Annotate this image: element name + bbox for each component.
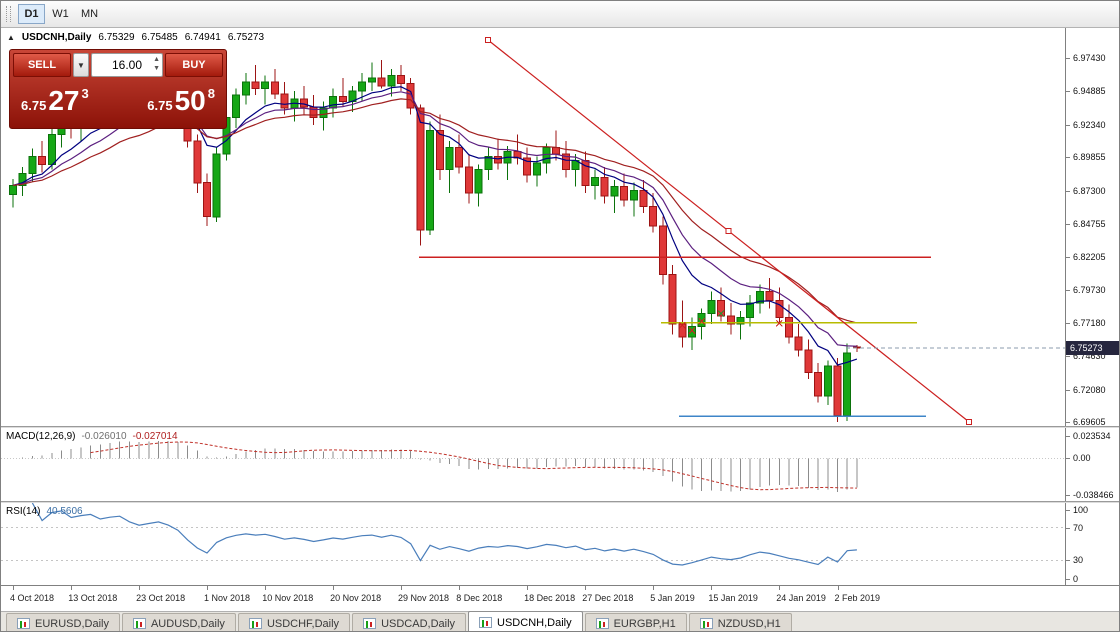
- scale-label: 0.00: [1073, 453, 1091, 464]
- timeframe-w1-button[interactable]: W1: [47, 4, 74, 24]
- trade-marker: [775, 319, 783, 327]
- date-label: 18 Dec 2018: [524, 593, 576, 603]
- current-price-badge: 6.75273: [1066, 340, 1119, 355]
- chart-tab-icon: [595, 618, 609, 629]
- macd-signal-value: -0.027014: [132, 431, 178, 442]
- lot-spinner[interactable]: ▲ ▼: [153, 55, 160, 73]
- date-label: 24 Jan 2019: [776, 593, 826, 603]
- price-scale[interactable]: 6.97430 6.94885 6.92340 6.89855 6.87300 6.847…: [1065, 28, 1119, 585]
- date-label: 13 Oct 2018: [68, 593, 118, 603]
- chart-tab-icon: [363, 618, 377, 629]
- timeframe-d1-button[interactable]: D1: [18, 4, 45, 24]
- scale-label: -0.038466: [1073, 489, 1114, 500]
- one-click-trade-panel: SELL ▼ 16.00 ▲ ▼ BUY 6.75 27 3 6.75 50 8: [9, 49, 227, 129]
- toolbar-grip[interactable]: [6, 6, 11, 22]
- date-axis[interactable]: 4 Oct 2018 13 Oct 2018 23 Oct 2018 1 Nov 20…: [1, 585, 1119, 611]
- tab-usdcnh-daily[interactable]: USDCNH,Daily: [468, 611, 583, 631]
- chart-tab-icon: [479, 617, 493, 628]
- trendline-handle[interactable]: [485, 37, 491, 44]
- buy-button[interactable]: BUY: [165, 53, 223, 77]
- scale-label: 0: [1073, 574, 1079, 584]
- tab-eurusd-daily[interactable]: EURUSD,Daily: [6, 613, 120, 631]
- rsi-line: [31, 502, 857, 566]
- tab-usdcad-daily[interactable]: USDCAD,Daily: [352, 613, 467, 631]
- buy-price[interactable]: 6.75 50 8: [147, 85, 215, 116]
- ohlc-high: 6.75485: [141, 32, 178, 43]
- trade-marker: [717, 310, 725, 317]
- date-label: 2 Feb 2019: [834, 593, 881, 603]
- sell-button[interactable]: SELL: [13, 53, 71, 77]
- scale-label: 6.84755: [1073, 218, 1106, 229]
- timeframe-toolbar: D1 W1 MN: [1, 1, 1119, 28]
- scale-label: 6.92340: [1073, 119, 1106, 130]
- one-click-toggle-icon[interactable]: ▲: [7, 33, 15, 42]
- trade-marker: [678, 321, 686, 329]
- scale-label: 70: [1073, 522, 1084, 533]
- macd-value: -0.026010: [81, 431, 127, 442]
- scale-label: 6.82205: [1073, 252, 1106, 263]
- chart-tab-icon: [248, 618, 262, 629]
- scale-label: 6.97430: [1073, 53, 1106, 64]
- date-label: 15 Jan 2019: [708, 593, 758, 603]
- scale-label: 6.79730: [1073, 284, 1106, 295]
- trade-marker: [688, 327, 696, 334]
- tab-nzdusd-h1[interactable]: NZDUSD,H1: [688, 613, 792, 631]
- ohlc-low: 6.74941: [184, 32, 221, 43]
- lot-size-value: 16.00: [111, 58, 143, 72]
- lot-size-input[interactable]: 16.00 ▲ ▼: [91, 53, 163, 77]
- scale-label: 100: [1073, 505, 1089, 515]
- tab-usdchf-daily[interactable]: USDCHF,Daily: [237, 613, 351, 631]
- trendline-handle[interactable]: [966, 418, 972, 425]
- scale-label: 6.77180: [1073, 317, 1106, 328]
- date-label: 5 Jan 2019: [650, 593, 695, 603]
- date-label: 20 Nov 2018: [330, 593, 382, 603]
- scale-label: 30: [1073, 555, 1084, 566]
- ohlc-open: 6.75329: [98, 32, 135, 43]
- rsi-plot: [1, 502, 1065, 566]
- trade-marker: [698, 318, 706, 325]
- date-label: 27 Dec 2018: [582, 593, 634, 603]
- ohlc-close: 6.75273: [227, 32, 265, 43]
- scale-label: 6.74630: [1073, 351, 1106, 362]
- chevron-down-icon: ▼: [77, 60, 85, 70]
- chart-tab-bar: EURUSD,Daily AUDUSD,Daily USDCHF,Daily U…: [1, 611, 1119, 631]
- rsi-value: 40.5606: [46, 506, 83, 517]
- date-label: 1 Nov 2018: [204, 593, 251, 603]
- date-label: 8 Dec 2018: [456, 593, 503, 603]
- macd-label: MACD(12,26,9) -0.026010 -0.027014: [6, 431, 178, 442]
- spinner-down-icon: ▼: [153, 65, 160, 72]
- sell-price[interactable]: 6.75 27 3: [21, 85, 89, 116]
- scale-label: 6.89855: [1073, 152, 1106, 163]
- chart-tab-icon: [132, 618, 146, 629]
- panel-separator[interactable]: [1, 501, 1119, 503]
- panel-separator[interactable]: [1, 426, 1119, 428]
- chart-tab-icon: [699, 618, 713, 629]
- rsi-label: RSI(14) 40.5606: [6, 506, 83, 517]
- tab-audusd-daily[interactable]: AUDUSD,Daily: [121, 613, 236, 631]
- date-label: 23 Oct 2018: [136, 593, 186, 603]
- chart-title: ▲ USDCNH,Daily 6.75329 6.75485 6.74941 6…: [7, 32, 264, 43]
- chart-area: ▲ USDCNH,Daily 6.75329 6.75485 6.74941 6…: [1, 28, 1119, 585]
- lot-dropdown-button[interactable]: ▼: [73, 53, 89, 77]
- date-label: 4 Oct 2018: [10, 593, 55, 603]
- chart-tab-icon: [17, 618, 30, 629]
- macd-signal-line: [90, 441, 857, 491]
- scale-label: 6.87300: [1073, 185, 1106, 196]
- macd-plot: [1, 440, 1065, 492]
- chart-symbol: USDCNH,Daily: [21, 32, 92, 43]
- date-label: 10 Nov 2018: [262, 593, 314, 603]
- scale-label: 6.72080: [1073, 384, 1106, 395]
- spinner-up-icon: ▲: [153, 56, 160, 63]
- chart-objects: [419, 37, 1065, 425]
- scale-label: 6.94885: [1073, 86, 1106, 97]
- tab-eurgbp-h1[interactable]: EURGBP,H1: [584, 613, 687, 631]
- scale-label: 0.023534: [1073, 431, 1111, 442]
- scale-label: 6.69605: [1073, 417, 1106, 427]
- trendline-handle[interactable]: [725, 227, 732, 234]
- timeframe-mn-button[interactable]: MN: [76, 4, 103, 24]
- date-label: 29 Nov 2018: [398, 593, 450, 603]
